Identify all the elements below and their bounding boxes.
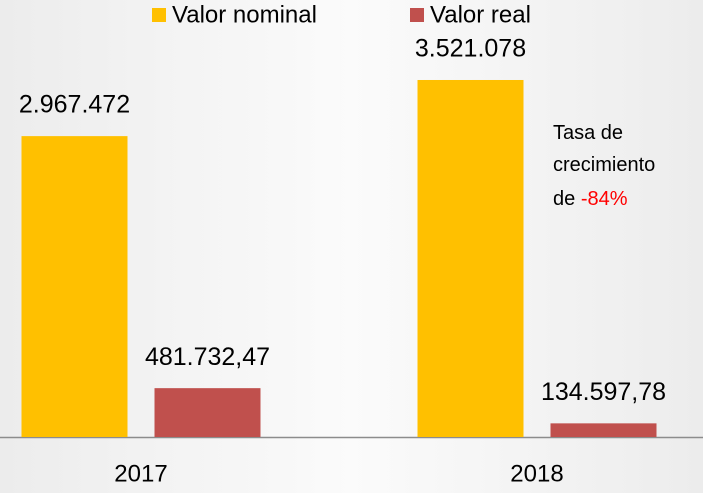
x-tick-label: 2017 [114,460,167,487]
annotation-line: crecimiento [553,154,655,176]
value-label: 481.732,47 [145,343,270,371]
x-tick-label: 2018 [510,460,563,487]
annotation-line: Tasa de [553,122,623,144]
bar [154,388,261,437]
value-label: 2.967.472 [19,91,130,119]
legend-swatch [152,8,166,22]
annotation-line: de [553,188,575,210]
legend-label: Valor real [430,1,531,28]
annotation-text: Tasa de [553,122,623,144]
value-label: 3.521.078 [415,35,526,63]
bar [550,423,657,437]
annotation-text: crecimiento [553,154,655,176]
legend-label: Valor nominal [172,1,317,28]
value-label: 134.597,78 [541,378,666,406]
legend-swatch [410,8,424,22]
bar [417,79,524,437]
annotation-text: de -84% [553,188,628,210]
bar [21,136,128,437]
annotation-highlight: -84% [581,188,628,210]
